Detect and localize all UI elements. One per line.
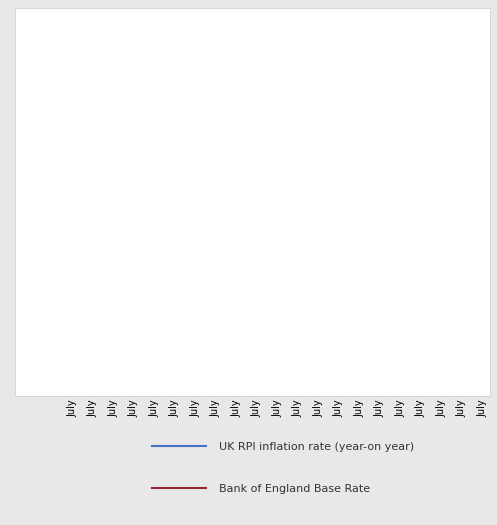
Text: Bank of England Base Rate: Bank of England Base Rate xyxy=(219,484,370,495)
Y-axis label: UK RPI inflation rate (year-on-year): UK RPI inflation rate (year-on-year) xyxy=(40,102,50,284)
Text: UK RPI inflation rate (year-on year): UK RPI inflation rate (year-on year) xyxy=(219,442,414,453)
